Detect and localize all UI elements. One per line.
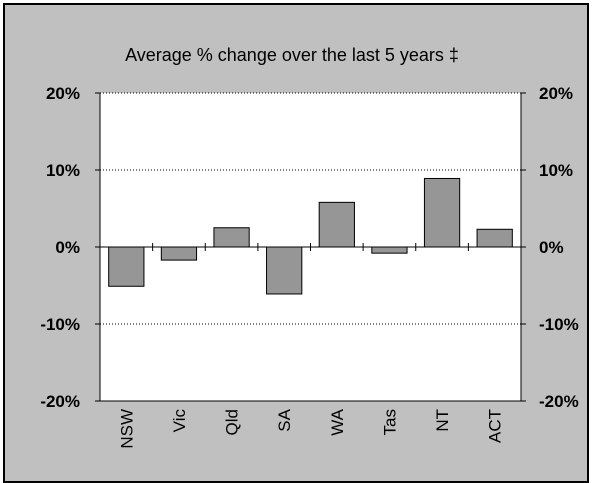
bar-sa: [266, 246, 303, 295]
y-tick-label-right: 0%: [539, 238, 564, 257]
y-tick-label-left: 20%: [46, 84, 80, 103]
y-tick-label-right: -10%: [539, 315, 579, 334]
bar-nsw: [108, 246, 145, 287]
bar-tas: [371, 246, 408, 254]
y-tick-label-left: 0%: [55, 238, 80, 257]
y-tick-label-right: 20%: [539, 84, 573, 103]
category-label-wa: WA: [328, 408, 347, 435]
category-label-vic: Vic: [170, 409, 189, 433]
category-label-nt: NT: [433, 409, 452, 432]
axes: [95, 92, 526, 402]
bar-chart: Average % change over the last 5 years ‡…: [40, 45, 578, 449]
category-label-nsw: NSW: [117, 409, 136, 449]
bar-nt: [423, 177, 461, 248]
y-tick-label-left: -10%: [40, 315, 80, 334]
chart-frame: Average % change over the last 5 years ‡…: [3, 3, 589, 483]
y-tick-label-right: 10%: [539, 161, 573, 180]
category-label-tas: Tas: [380, 409, 399, 435]
category-label-act: ACT: [486, 409, 505, 443]
y-tick-label-left: -20%: [40, 392, 80, 411]
y-tick-label-left: 10%: [46, 161, 80, 180]
bar-wa: [318, 201, 355, 248]
category-label-qld: Qld: [223, 409, 242, 435]
bar-qld: [213, 227, 250, 248]
bar-act: [476, 228, 513, 248]
bar-vic: [160, 246, 198, 261]
tick-labels: 20% 20% 10% 10% 0% 0% -10% -10% -20% -20% NSW Vic Ql…: [40, 84, 578, 449]
gridlines: [100, 92, 521, 325]
chart-title: Average % change over the last 5 years ‡: [125, 45, 459, 65]
y-tick-label-right: -20%: [539, 392, 579, 411]
category-label-sa: SA: [275, 408, 294, 431]
